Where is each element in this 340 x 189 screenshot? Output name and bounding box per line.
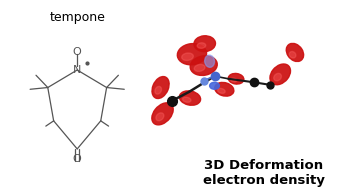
Text: 3D Deformation
electron density: 3D Deformation electron density bbox=[203, 160, 324, 187]
Ellipse shape bbox=[152, 103, 173, 125]
Text: N: N bbox=[73, 65, 81, 75]
Ellipse shape bbox=[152, 77, 169, 98]
Ellipse shape bbox=[209, 82, 219, 89]
Ellipse shape bbox=[156, 113, 164, 121]
Ellipse shape bbox=[197, 43, 206, 48]
Ellipse shape bbox=[155, 86, 161, 94]
Ellipse shape bbox=[215, 82, 234, 96]
Ellipse shape bbox=[231, 78, 237, 82]
Text: tempone: tempone bbox=[49, 11, 105, 24]
Ellipse shape bbox=[274, 73, 282, 81]
Text: O: O bbox=[73, 47, 82, 57]
Ellipse shape bbox=[270, 64, 290, 85]
Ellipse shape bbox=[182, 53, 193, 60]
Ellipse shape bbox=[194, 36, 216, 52]
Ellipse shape bbox=[286, 43, 304, 61]
Ellipse shape bbox=[228, 74, 244, 84]
Ellipse shape bbox=[177, 44, 207, 65]
Ellipse shape bbox=[205, 55, 215, 67]
Ellipse shape bbox=[190, 56, 217, 75]
Ellipse shape bbox=[180, 91, 201, 105]
Ellipse shape bbox=[289, 52, 296, 58]
Ellipse shape bbox=[183, 97, 191, 102]
Ellipse shape bbox=[194, 64, 205, 71]
Ellipse shape bbox=[218, 88, 225, 93]
Text: O: O bbox=[73, 154, 82, 164]
